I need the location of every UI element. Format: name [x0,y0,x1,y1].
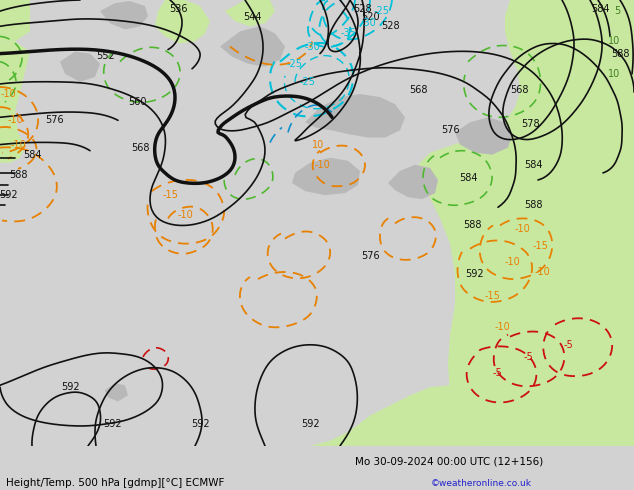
Polygon shape [305,94,405,138]
Text: 588: 588 [611,49,630,59]
Text: 592: 592 [61,382,79,392]
Text: -10: -10 [534,267,550,277]
Text: 588: 588 [524,200,542,210]
Text: -10: -10 [514,223,530,234]
Text: -15: -15 [532,241,548,251]
Text: -10: -10 [7,115,23,125]
Text: -5: -5 [563,340,573,350]
Text: Mo 30-09-2024 00:00 UTC (12+156): Mo 30-09-2024 00:00 UTC (12+156) [355,457,543,466]
Polygon shape [105,383,128,401]
Polygon shape [415,0,634,446]
Text: -30: -30 [304,42,320,51]
Text: 592: 592 [191,418,209,429]
Text: 588: 588 [9,170,27,180]
Text: 520: 520 [361,12,380,22]
Text: 592: 592 [103,418,121,429]
Text: -10: -10 [0,89,16,99]
Text: 10: 10 [608,36,620,47]
Text: -10: -10 [494,321,510,332]
Text: 584: 584 [23,150,41,160]
Text: 592: 592 [301,418,320,429]
Text: -30: -30 [360,18,376,28]
Text: 576: 576 [361,251,379,261]
Text: -25: -25 [300,77,316,87]
Text: 568: 568 [510,85,528,95]
Text: 584: 584 [591,4,609,14]
Polygon shape [100,1,148,29]
Text: 592: 592 [0,190,17,200]
Text: 10: 10 [312,140,324,149]
Polygon shape [0,0,30,42]
Text: -10: -10 [10,140,26,149]
Text: 568: 568 [409,85,427,95]
Polygon shape [455,117,512,155]
Text: -10: -10 [177,210,193,221]
Text: 576: 576 [441,125,459,135]
Text: 584: 584 [524,160,542,170]
Text: -5: -5 [492,368,502,378]
Text: ©weatheronline.co.uk: ©weatheronline.co.uk [431,479,532,488]
Polygon shape [310,385,634,446]
Text: 592: 592 [466,269,484,279]
Text: 10: 10 [608,69,620,79]
Text: -25: -25 [287,59,303,69]
Text: Height/Temp. 500 hPa [gdmp][°C] ECMWF: Height/Temp. 500 hPa [gdmp][°C] ECMWF [6,478,224,488]
Text: 544: 544 [243,12,261,22]
Text: 536: 536 [169,4,187,14]
Text: 578: 578 [521,120,540,129]
Polygon shape [0,51,18,80]
Text: -5: -5 [523,352,533,362]
Text: 576: 576 [46,115,64,125]
Text: -25: -25 [374,6,390,16]
Text: 588: 588 [463,220,481,230]
Text: -10: -10 [314,160,330,170]
Text: 552: 552 [96,50,115,61]
Polygon shape [225,0,275,26]
Text: 568: 568 [131,143,149,152]
Text: -35: -35 [340,28,356,38]
Text: -15: -15 [484,291,500,301]
Text: 560: 560 [127,97,146,107]
Polygon shape [388,165,438,199]
Polygon shape [220,26,285,67]
Text: 584: 584 [459,173,477,183]
Text: 528: 528 [354,4,372,14]
Text: 5: 5 [614,6,620,16]
Text: -15: -15 [162,190,178,200]
Polygon shape [292,158,360,195]
Text: -10: -10 [504,257,520,267]
Polygon shape [0,0,634,446]
Polygon shape [0,42,30,163]
Text: 528: 528 [380,21,399,31]
Polygon shape [155,0,210,44]
Polygon shape [60,51,100,82]
